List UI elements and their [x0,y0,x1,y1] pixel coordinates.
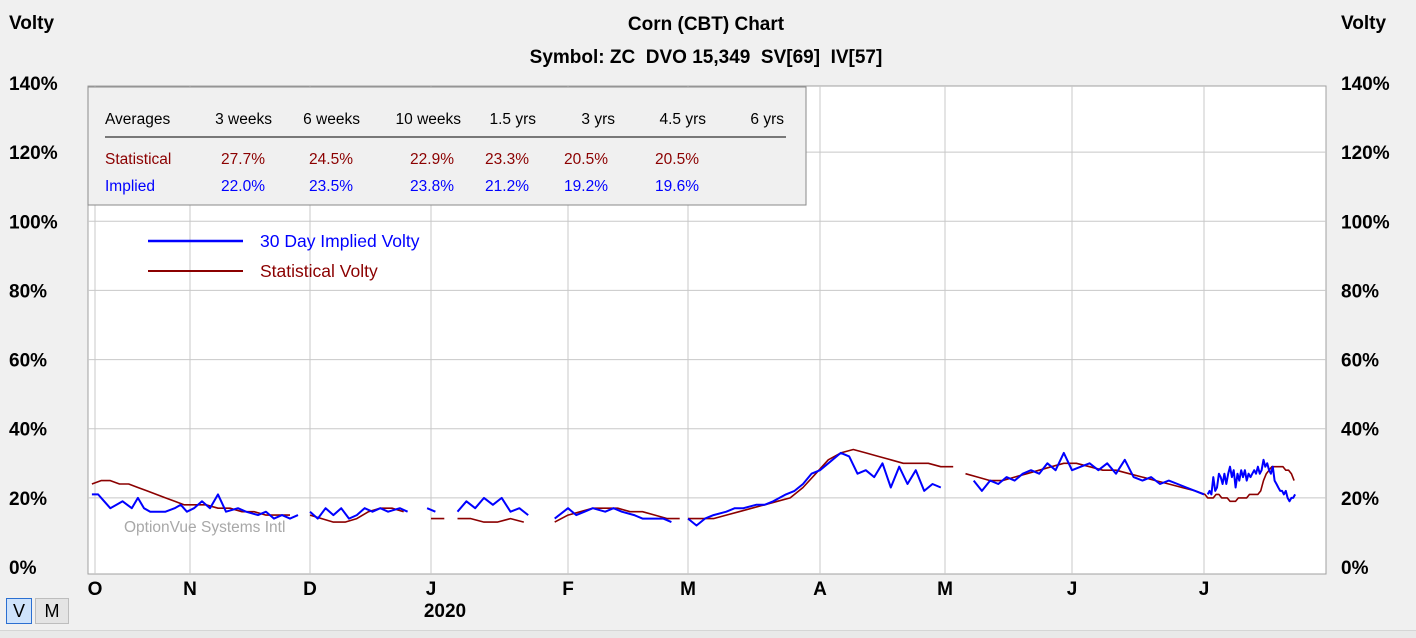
x-tick-label: J [426,579,437,600]
series-line-statistical [91,448,1295,523]
averages-value-cell: 23.3% [485,151,529,168]
averages-value-cell: 22.9% [410,151,454,168]
x-tick-label: M [937,579,953,600]
y-tick-label-right: 0% [1341,558,1369,579]
averages-value-cell: 27.7% [221,151,265,168]
averages-header-cell: 3 weeks [215,111,272,128]
y-tick-labels: 0% 0% 20% 20% 40% 40% 60% 60% 80% 80% 100% 100% 120%… [9,74,1390,579]
averages-value-cell: 20.5% [564,151,608,168]
averages-value-cell: 22.0% [221,178,265,195]
y-tick-label-right: 140% [1341,74,1390,95]
averages-row-label: Statistical [105,151,171,168]
y-tick-label-right: 100% [1341,212,1390,233]
averages-value-cell: 19.2% [564,178,608,195]
y-tick-label-left: 40% [9,420,47,441]
averages-header-cell: 1.5 yrs [489,111,536,128]
averages-value-cell: 21.2% [485,178,529,195]
x-tick-label: J [1199,579,1210,600]
y-axis-label-left: Volty [9,13,54,34]
y-tick-label-left: 0% [9,558,37,579]
averages-value-cell: 20.5% [655,151,699,168]
volatility-view-toggle[interactable]: V [6,598,32,624]
y-tick-label-right: 40% [1341,420,1379,441]
averages-header-cell: Averages [105,111,170,128]
m-view-toggle[interactable]: M [35,598,69,624]
series-line-implied [91,451,1296,527]
legend: 30 Day Implied Volty Statistical Volty [148,231,420,281]
y-tick-label-left: 60% [9,351,47,372]
averages-table: Averages 3 weeks 6 weeks 10 weeks 1.5 yrs 3 y… [87,86,807,206]
averages-header-cell: 3 yrs [581,111,615,128]
chart-subtitle: Symbol: ZC DVO 15,349 SV[69] IV[57] [530,47,883,68]
y-tick-label-right: 60% [1341,351,1379,372]
y-tick-label-left: 140% [9,74,58,95]
averages-header-cell: 10 weeks [396,111,462,128]
y-tick-label-right: 20% [1341,489,1379,510]
y-tick-label-right: 120% [1341,143,1390,164]
year-label: 2020 [424,601,466,622]
x-tick-label: A [813,579,827,600]
averages-header-cell: 6 weeks [303,111,360,128]
averages-value-cell: 23.8% [410,178,454,195]
x-tick-label: D [303,579,317,600]
y-tick-label-left: 120% [9,143,58,164]
x-tick-label: O [88,579,103,600]
y-tick-label-left: 20% [9,489,47,510]
x-tick-label: J [1067,579,1078,600]
averages-value-cell: 24.5% [309,151,353,168]
y-tick-label-left: 100% [9,212,58,233]
legend-label-statistical: Statistical Volty [260,261,378,281]
averages-value-cell: 19.6% [655,178,699,195]
series-layer [91,448,1296,527]
averages-table-box [87,86,807,206]
chart-title: Corn (CBT) Chart [628,14,785,35]
averages-row-label: Implied [105,178,155,195]
y-tick-label-left: 80% [9,281,47,302]
averages-header-cell: 4.5 yrs [659,111,706,128]
y-axis-label-right: Volty [1341,13,1386,34]
y-tick-label-right: 80% [1341,281,1379,302]
averages-value-cell: 23.5% [309,178,353,195]
x-tick-label: N [183,579,197,600]
x-tick-label: M [680,579,696,600]
averages-header-cell: 6 yrs [750,111,784,128]
x-tick-label: F [562,579,574,600]
legend-label-implied: 30 Day Implied Volty [260,231,420,251]
watermark: OptionVue Systems Intl [124,519,285,536]
bottom-status-strip [0,630,1416,638]
